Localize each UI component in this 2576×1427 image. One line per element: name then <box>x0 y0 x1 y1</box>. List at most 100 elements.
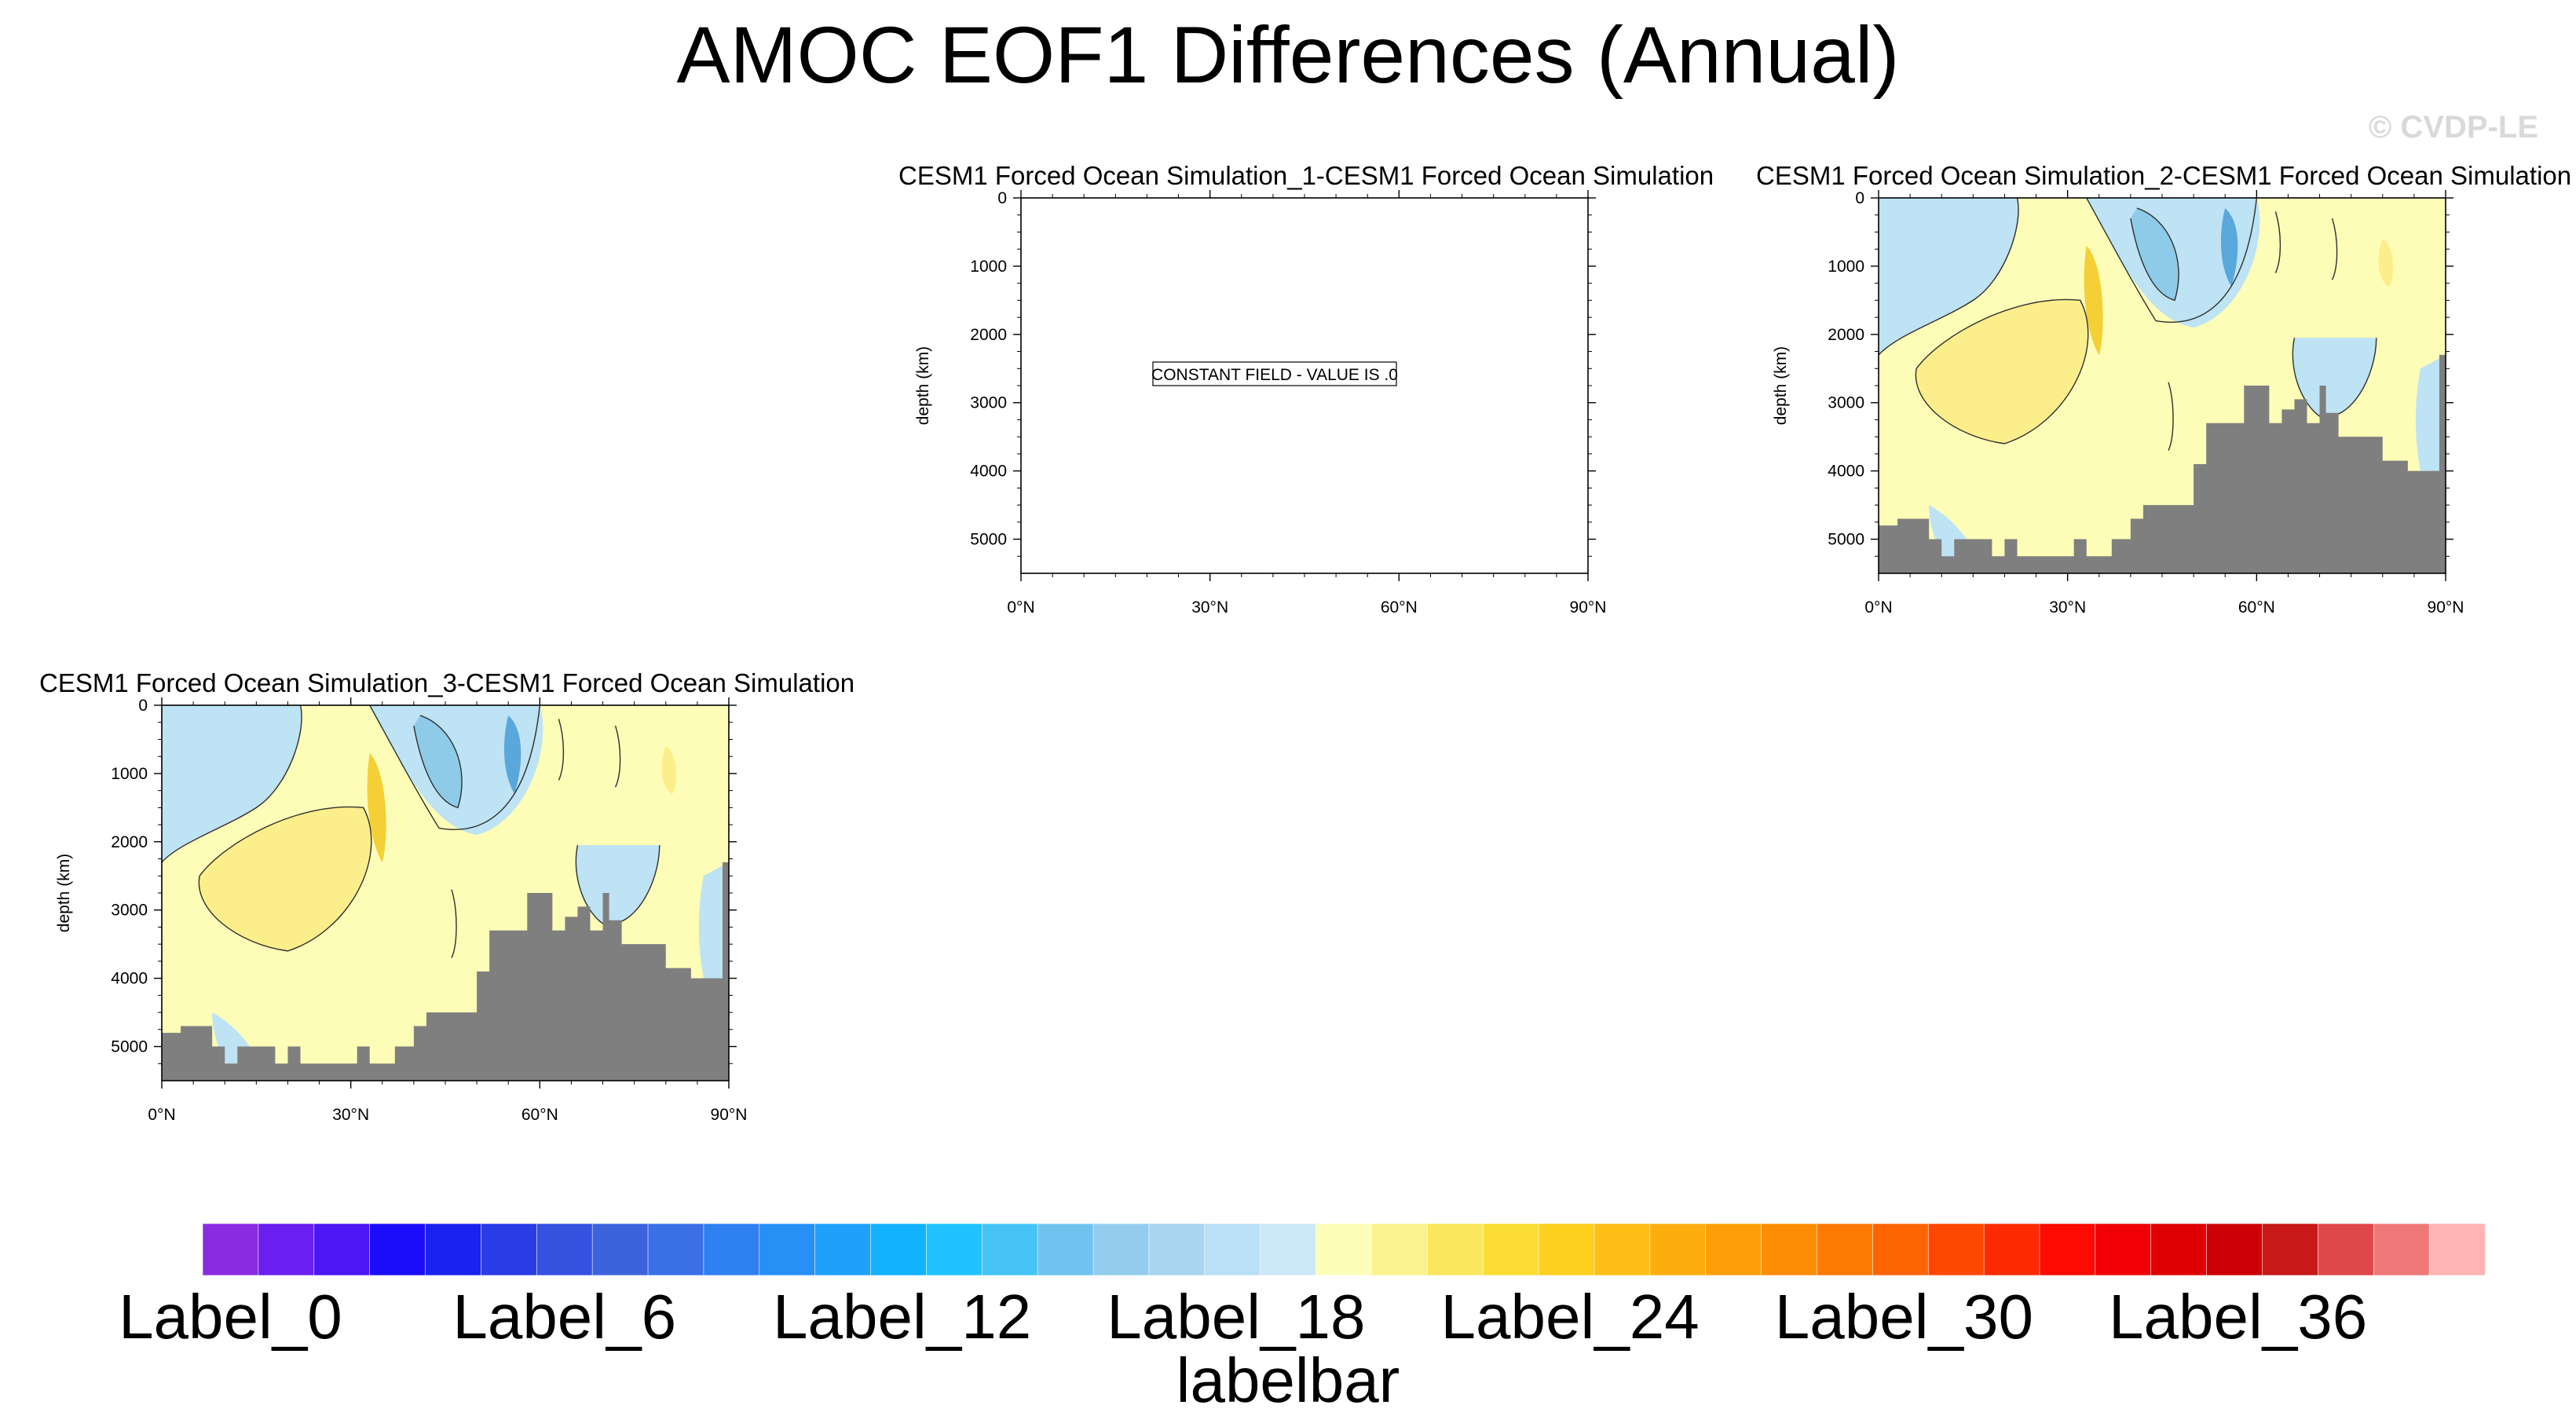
x-tick-label: 60°N <box>1381 598 1418 617</box>
y-tick-label: 0 <box>138 697 148 715</box>
panel-3-title: CESM1 Forced Ocean Simulation_3-CESM1 Fo… <box>39 668 855 697</box>
y-axis-label: depth (km) <box>55 854 73 932</box>
labelbar-swatch <box>1705 1223 1762 1276</box>
labelbar-label: Label_24 <box>1440 1282 1700 1352</box>
panel-3-plot: 0 1000 2000 3000 4000 5000 0°N 30°N 60°N 90°N dept… <box>55 697 748 1124</box>
contour-line <box>369 704 541 830</box>
contour-line <box>2274 211 2281 273</box>
labelbar-label: Label_36 <box>2109 1282 2368 1352</box>
x-tick-label: 0°N <box>1007 598 1034 617</box>
y-tick-label: 1000 <box>111 765 148 783</box>
x-tick-label: 60°N <box>2238 598 2275 617</box>
watermark: © CVDP-LE <box>2368 110 2538 145</box>
labelbar-swatch <box>1427 1223 1484 1276</box>
labelbar-swatch <box>1817 1223 1874 1276</box>
y-axis-label: depth (km) <box>1772 346 1790 425</box>
negative-region <box>576 845 660 924</box>
y-tick-label: 4000 <box>111 970 148 988</box>
negative-region <box>2415 354 2446 471</box>
contour-line <box>198 806 372 952</box>
labelbar-swatch <box>926 1223 983 1276</box>
labelbar-swatch <box>481 1223 538 1276</box>
contour-line <box>413 715 463 809</box>
labelbar-label: Label_12 <box>772 1282 1032 1352</box>
labelbar-swatch <box>703 1223 760 1276</box>
contour-line <box>161 704 302 863</box>
labelbar-swatch <box>1148 1223 1206 1276</box>
contour-line <box>2130 207 2179 302</box>
x-tick-label: 90°N <box>711 1106 748 1124</box>
labelbar-swatch <box>870 1223 928 1276</box>
labelbar-swatch <box>2206 1223 2263 1276</box>
labelbar-swatch <box>369 1223 426 1276</box>
negative-region-strong <box>2220 208 2238 287</box>
y-tick-label: 4000 <box>1828 463 1864 481</box>
constant-field-annotation: CONSTANT FIELD - VALUE IS .0 <box>1151 366 1398 384</box>
y-tick-label: 0 <box>1855 189 1864 207</box>
labelbar-swatch <box>2318 1223 2375 1276</box>
labelbar-swatch <box>2428 1223 2486 1276</box>
y-tick-label: 5000 <box>111 1038 148 1056</box>
labelbar-swatch <box>814 1223 872 1276</box>
labelbar-swatch <box>759 1223 816 1276</box>
labelbar-swatch <box>2373 1223 2430 1276</box>
labelbar-swatch <box>1482 1223 1539 1276</box>
negative-region <box>162 705 302 862</box>
labelbar-swatch <box>258 1223 315 1276</box>
labelbar-swatch <box>1092 1223 1150 1276</box>
labelbar-swatch <box>1927 1223 1985 1276</box>
labelbar-swatch <box>2095 1223 2152 1276</box>
y-tick-label: 3000 <box>111 902 148 920</box>
labelbar-swatch <box>536 1223 593 1276</box>
panel-1-title: CESM1 Forced Ocean Simulation_1-CESM1 Fo… <box>898 161 1714 190</box>
labelbar-swatch <box>1260 1223 1317 1276</box>
labelbar-swatch <box>1872 1223 1930 1276</box>
y-tick-label: 4000 <box>970 463 1007 481</box>
bathymetry-land <box>162 862 729 1081</box>
labelbar-swatch <box>647 1223 704 1276</box>
y-tick-label: 1000 <box>1828 258 1864 276</box>
y-tick-label: 5000 <box>1828 531 1864 549</box>
negative-region-medium <box>413 715 463 808</box>
y-tick-label: 2000 <box>1828 326 1864 344</box>
y-tick-label: 2000 <box>111 833 148 851</box>
labelbar-swatch <box>591 1223 649 1276</box>
labelbar-swatch <box>2039 1223 2096 1276</box>
negative-region-medium <box>2130 208 2179 301</box>
x-tick-label: 0°N <box>148 1106 175 1124</box>
labelbar <box>202 1223 2486 1276</box>
positive-region-medium <box>1916 299 2088 444</box>
x-tick-label: 30°N <box>2049 598 2086 617</box>
positive-region-medium <box>2378 239 2394 287</box>
contour-line <box>2168 382 2174 451</box>
labelbar-title: labelbar <box>1176 1345 1400 1415</box>
contour-line <box>1915 298 2089 445</box>
negative-region <box>1879 198 2019 355</box>
labelbar-label: Label_18 <box>1107 1282 1366 1352</box>
contour-line <box>614 725 621 788</box>
y-tick-label: 3000 <box>1828 394 1864 412</box>
labelbar-label: Label_30 <box>1774 1282 2033 1352</box>
panel-2-title: CESM1 Forced Ocean Simulation_2-CESM1 Fo… <box>1756 161 2572 190</box>
positive-region-strong <box>367 752 386 862</box>
x-tick-label: 90°N <box>1570 598 1607 617</box>
labelbar-swatch <box>202 1223 259 1276</box>
x-tick-label: 60°N <box>521 1106 558 1124</box>
negative-region <box>2292 338 2377 417</box>
x-tick-label: 30°N <box>332 1106 369 1124</box>
contour-line <box>2331 218 2338 280</box>
panel-1-plot: CONSTANT FIELD - VALUE IS .0 0 1000 2000 300… <box>914 189 1607 617</box>
labelbar-swatch <box>313 1223 371 1276</box>
y-tick-label: 2000 <box>970 326 1007 344</box>
labelbar-swatch <box>1594 1223 1651 1276</box>
labelbar-swatch <box>1204 1223 1261 1276</box>
labelbar-label: Label_6 <box>452 1282 677 1352</box>
labelbar-swatch <box>1761 1223 1818 1276</box>
labelbar-swatch <box>981 1223 1038 1276</box>
y-tick-label: 1000 <box>970 258 1007 276</box>
negative-region <box>698 862 729 979</box>
labelbar-swatch <box>2262 1223 2319 1276</box>
positive-region-medium <box>661 746 677 794</box>
x-tick-label: 30°N <box>1191 598 1228 617</box>
bathymetry-land <box>1879 354 2446 573</box>
